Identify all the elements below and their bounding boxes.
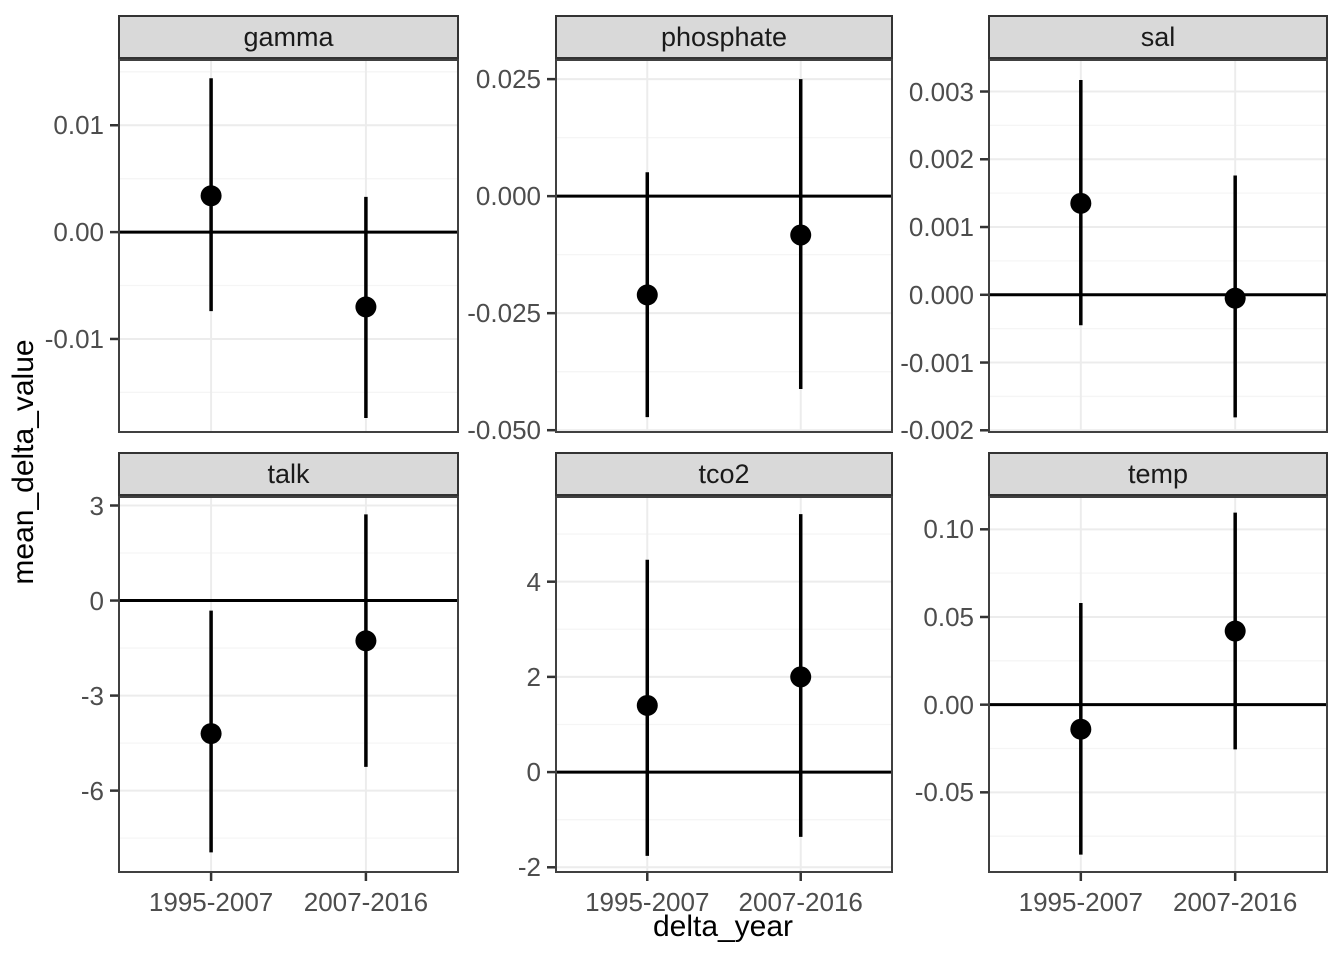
y-tick-label: 0.000 xyxy=(908,279,974,310)
facet-strip: talk xyxy=(118,452,459,496)
facet-strip-label: phosphate xyxy=(660,21,788,52)
facet-sal: sal 0.003 0.002 0.001 0.000 -0.001 -0.002 xyxy=(900,15,1328,483)
point-estimate xyxy=(1070,718,1092,740)
facet-plot-sal xyxy=(980,59,1328,433)
facet-talk: talk 3 0 -3 -6 1995-2007 2007-2016 xyxy=(30,452,459,923)
facet-temp: temp 0.10 0.05 0.00 -0.05 1995-2007 2007-2016 xyxy=(900,452,1328,923)
facet-strip-label: temp xyxy=(1127,458,1189,489)
y-tick-label: -0.01 xyxy=(44,323,104,354)
facet-strip: phosphate xyxy=(555,15,893,59)
y-tick-label: -0.001 xyxy=(900,347,974,378)
point-estimate xyxy=(200,723,222,745)
point-estimate xyxy=(355,630,377,652)
x-tick-label: 1995-2007 xyxy=(148,887,274,917)
x-axis-title: delta_year xyxy=(652,910,794,943)
point-estimate xyxy=(636,284,658,306)
point-estimate xyxy=(1224,287,1246,309)
y-tick-label: -6 xyxy=(80,775,104,806)
panel-border xyxy=(118,496,459,873)
y-tick-label: 0.05 xyxy=(923,601,974,632)
facet-strip: sal xyxy=(988,15,1328,59)
y-tick-label: -0.025 xyxy=(467,298,541,329)
point-estimate xyxy=(355,296,377,318)
facet-gamma: gamma 0.01 0.00 -0.01 xyxy=(30,15,459,483)
point-estimate xyxy=(1070,192,1092,214)
y-tick-label: 0.10 xyxy=(923,514,974,545)
y-tick-label: -3 xyxy=(80,680,104,711)
facet-strip-label: tco2 xyxy=(698,458,750,489)
facet-strip: gamma xyxy=(118,15,459,59)
facet-strip-label: sal xyxy=(1140,21,1176,52)
y-tick-label: 0.00 xyxy=(923,689,974,720)
point-estimate xyxy=(790,666,812,688)
y-tick-label: 0.025 xyxy=(475,64,541,95)
point-estimate xyxy=(790,224,812,246)
point-estimate xyxy=(1224,620,1246,642)
y-tick-label: 0.002 xyxy=(908,144,974,175)
facet-phosphate: phosphate 0.025 0.000 -0.025 -0.050 xyxy=(467,15,893,483)
panel-border xyxy=(555,496,893,873)
facet-strip-label: gamma xyxy=(243,21,334,52)
y-tick-label: 0 xyxy=(89,585,104,616)
y-tick-label: 0.001 xyxy=(908,212,974,243)
y-tick-label: -0.050 xyxy=(467,415,541,446)
facet-plot-phosphate xyxy=(547,59,893,433)
y-tick-label: 0 xyxy=(526,757,541,788)
y-tick-label: 0.003 xyxy=(908,76,974,107)
panel-border xyxy=(988,496,1328,873)
y-tick-label: 4 xyxy=(526,566,541,597)
facet-strip-label: talk xyxy=(267,458,310,489)
facet-plot-talk xyxy=(110,496,459,881)
point-estimate xyxy=(636,694,658,716)
y-tick-label: 0.00 xyxy=(53,217,104,248)
facet-tco2: tco2 4 2 0 -2 1995-2007 2007-2016 xyxy=(467,452,893,923)
panel-border xyxy=(555,59,893,433)
point-estimate xyxy=(200,185,222,207)
y-tick-label: 0.000 xyxy=(475,181,541,212)
panel-border xyxy=(118,59,459,433)
facet-strip: tco2 xyxy=(555,452,893,496)
y-tick-label: 3 xyxy=(89,490,104,521)
facet-plot-gamma xyxy=(110,59,459,433)
x-tick-label: 2007-2016 xyxy=(1173,887,1298,917)
panel-border xyxy=(988,59,1328,433)
facet-plot-tco2 xyxy=(547,496,893,881)
x-tick-label: 1995-2007 xyxy=(585,887,710,917)
facet-strip: temp xyxy=(988,452,1328,496)
facet-plot-temp xyxy=(980,496,1328,881)
x-tick-label: 1995-2007 xyxy=(1018,887,1143,917)
x-tick-label: 2007-2016 xyxy=(738,887,863,917)
y-tick-label: 2 xyxy=(526,661,541,692)
y-tick-label: -2 xyxy=(517,852,541,883)
x-tick-label: 2007-2016 xyxy=(303,887,429,917)
y-tick-label: 0.01 xyxy=(53,110,104,141)
y-tick-label: -0.002 xyxy=(900,415,974,446)
y-tick-label: -0.05 xyxy=(914,777,974,808)
